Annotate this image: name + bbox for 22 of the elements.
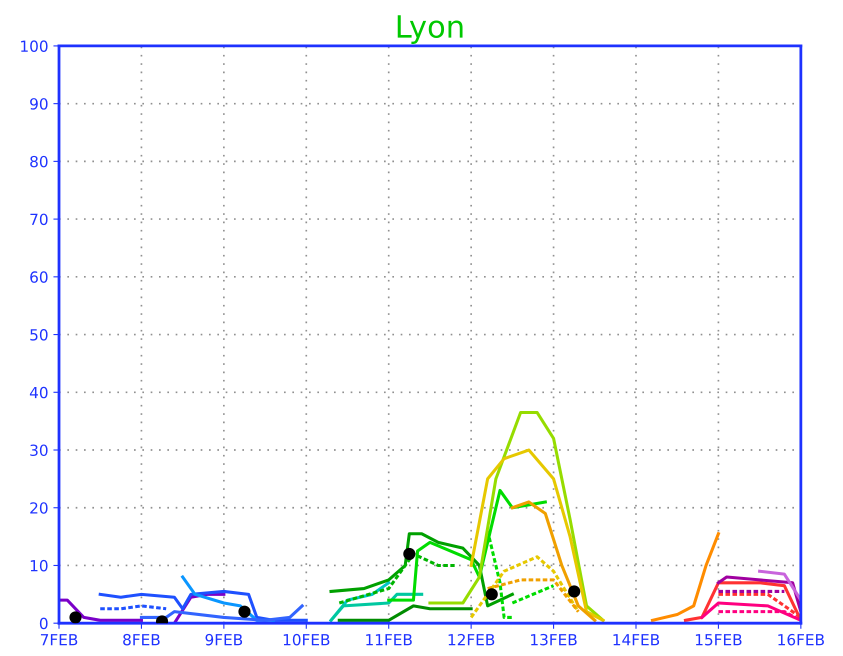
y-tick-label: 60 [30,271,48,283]
y-tick-label: 100 [21,40,48,52]
y-tick-label: 90 [30,98,48,110]
y-tick-label: 0 [40,618,48,630]
chart-title: Lyon [398,15,463,44]
x-tick-label: 7FEB [40,634,78,646]
x-tick-label: 8FEB [123,634,160,646]
y-tick-label: 20 [30,502,48,514]
x-tick-label: 9FEB [206,634,242,646]
y-tick-label: 80 [30,156,48,168]
x-tick-label: 16FEB [778,634,824,646]
x-tick-label: 12FEB [448,634,494,646]
x-tick-label: 10FEB [284,634,330,646]
y-tick-label: 70 [30,214,48,226]
y-tick-label: 10 [30,560,48,572]
x-tick-label: 15FEB [696,634,742,646]
y-tick-label: 50 [30,329,48,341]
x-tick-label: 11FEB [366,634,412,646]
y-tick-label: 40 [30,386,48,398]
y-tick-label: 30 [30,444,48,456]
x-tick-label: 14FEB [613,634,660,646]
x-tick-label: 13FEB [531,634,577,646]
